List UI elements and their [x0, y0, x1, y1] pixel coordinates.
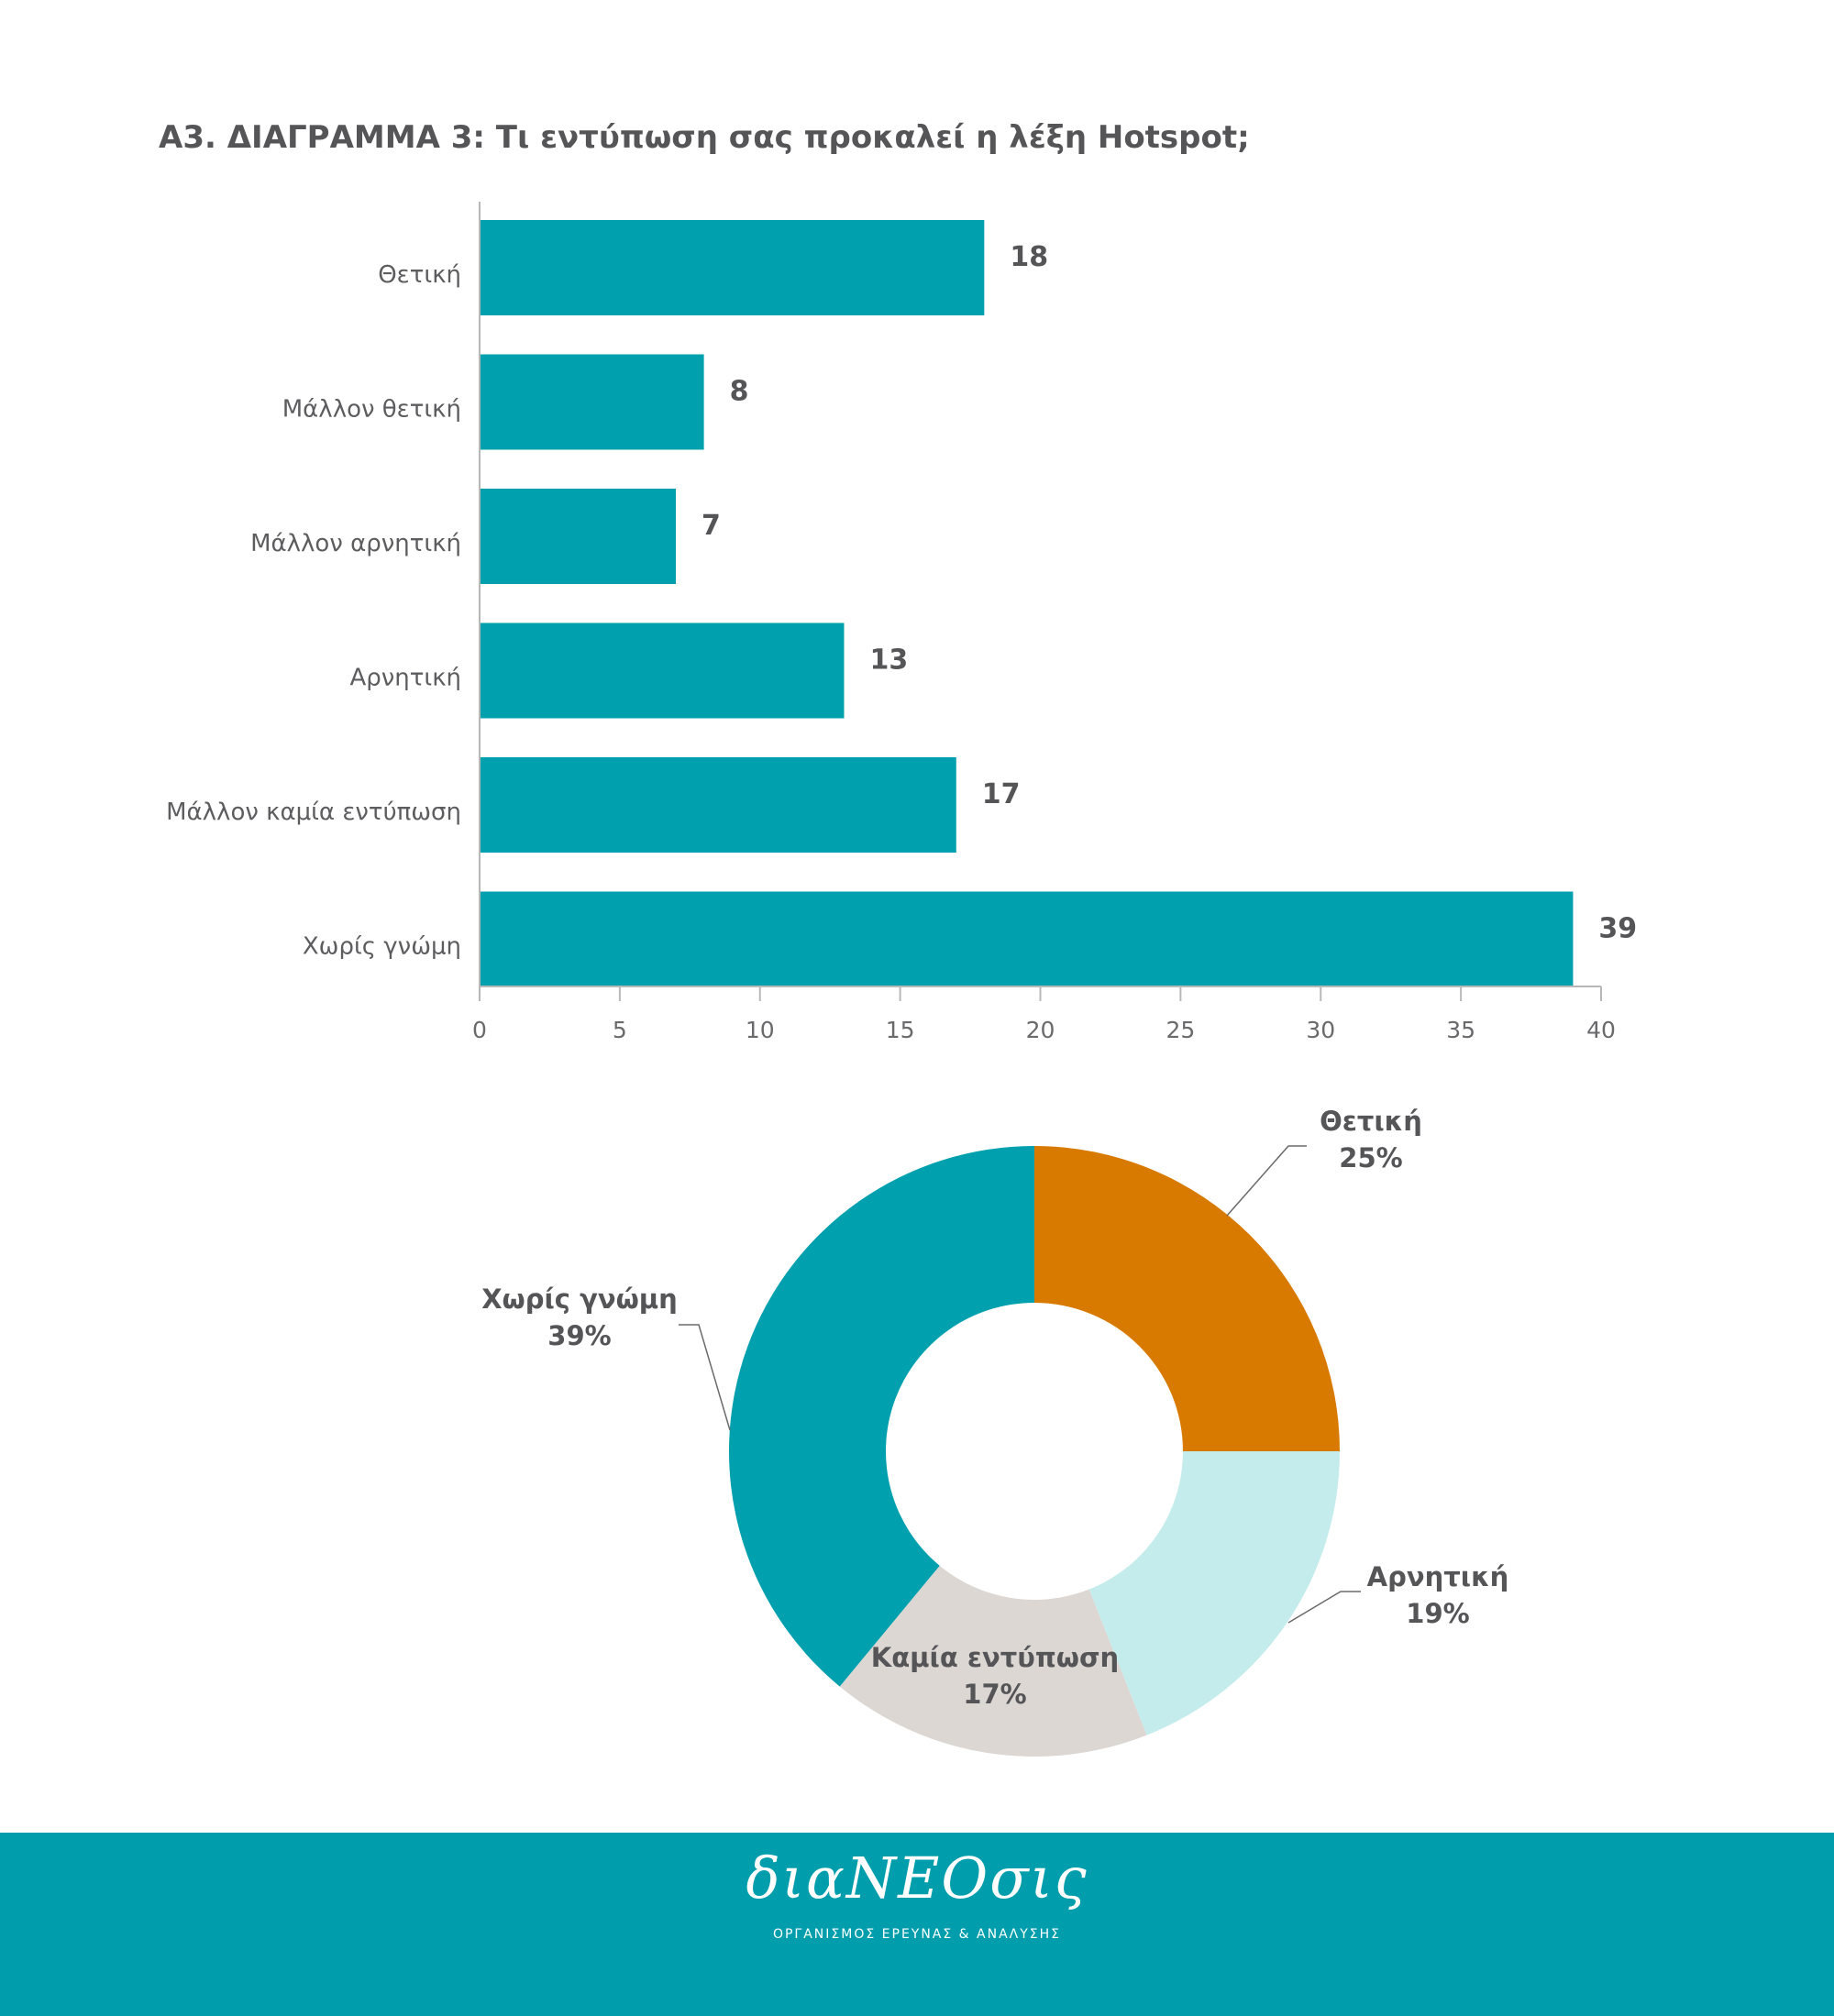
x-tick-label-20: 20	[1026, 1017, 1055, 1043]
category-label-5: Μάλλον καμία εντύπωση	[166, 799, 461, 826]
donut-slice-3	[839, 1565, 1147, 1757]
value-label-2: 8	[730, 376, 749, 408]
x-tick-label-15: 15	[886, 1017, 915, 1043]
value-label-6: 39	[1598, 913, 1637, 945]
slice-percent-3: 17%	[963, 1679, 1026, 1710]
category-label-6: Χωρίς γνώμη	[303, 933, 461, 961]
leader-line-2	[1287, 1591, 1361, 1624]
slice-percent-2: 19%	[1406, 1598, 1469, 1629]
x-tick-label-40: 40	[1586, 1017, 1616, 1043]
bar-5	[480, 757, 956, 853]
category-label-4: Αρνητική	[349, 665, 461, 692]
slice-label-4: Χωρίς γνώμη	[481, 1283, 678, 1315]
bar-3	[480, 489, 677, 584]
donut-slice-2	[1088, 1451, 1340, 1735]
slice-label-3: Καμία εντύπωση	[871, 1642, 1119, 1673]
donut-chart: Θετική 25% Αρνητική 19% Καμία εντύπωση 17% Χωρ…	[481, 1106, 1509, 1757]
value-label-5: 17	[982, 778, 1021, 810]
slice-label-1: Θετική	[1320, 1106, 1422, 1137]
category-label-3: Μάλλον αρνητική	[250, 530, 461, 557]
slice-percent-1: 25%	[1339, 1142, 1402, 1173]
x-tick-label-25: 25	[1166, 1017, 1195, 1043]
x-tick-label-10: 10	[746, 1017, 775, 1043]
page-title: Α3. ΔΙΑΓΡΑΜΜΑ 3: Τι εντύπωση σας προκαλε…	[159, 119, 1250, 156]
value-label-3: 7	[702, 510, 721, 542]
x-tick-label-5: 5	[613, 1017, 627, 1043]
category-label-1: Θετική	[378, 261, 461, 289]
x-tick-label-0: 0	[472, 1017, 487, 1043]
bar-2	[480, 354, 704, 450]
footer	[0, 1833, 1834, 2016]
bar-1	[480, 220, 985, 315]
leader-line-4	[679, 1324, 731, 1431]
category-label-2: Μάλλον θετική	[282, 396, 461, 424]
x-tick-label-30: 30	[1306, 1017, 1335, 1043]
donut-slice-4	[729, 1146, 1034, 1687]
brand-tagline: ΟΡΓΑΝΙΣΜΟΣ ΕΡΕΥΝΑΣ & ΑΝΑΛΥΣΗΣ	[772, 1927, 1062, 1942]
x-tick-label-35: 35	[1446, 1017, 1475, 1043]
bar-chart: Θετική 18 Μάλλον θετική 8 Μάλλον αρνητική 7 Αρ…	[166, 202, 1637, 1043]
leader-line-1	[1226, 1145, 1307, 1217]
bar-6	[480, 891, 1574, 987]
brand-logo: διαΝΕΟσις	[746, 1845, 1088, 1911]
value-label-1: 18	[1010, 241, 1048, 273]
donut-slice-1	[1034, 1146, 1340, 1451]
bar-4	[480, 622, 845, 719]
value-label-4: 13	[869, 644, 908, 677]
slice-label-2: Αρνητική	[1367, 1561, 1509, 1592]
slice-percent-4: 39%	[547, 1320, 611, 1351]
